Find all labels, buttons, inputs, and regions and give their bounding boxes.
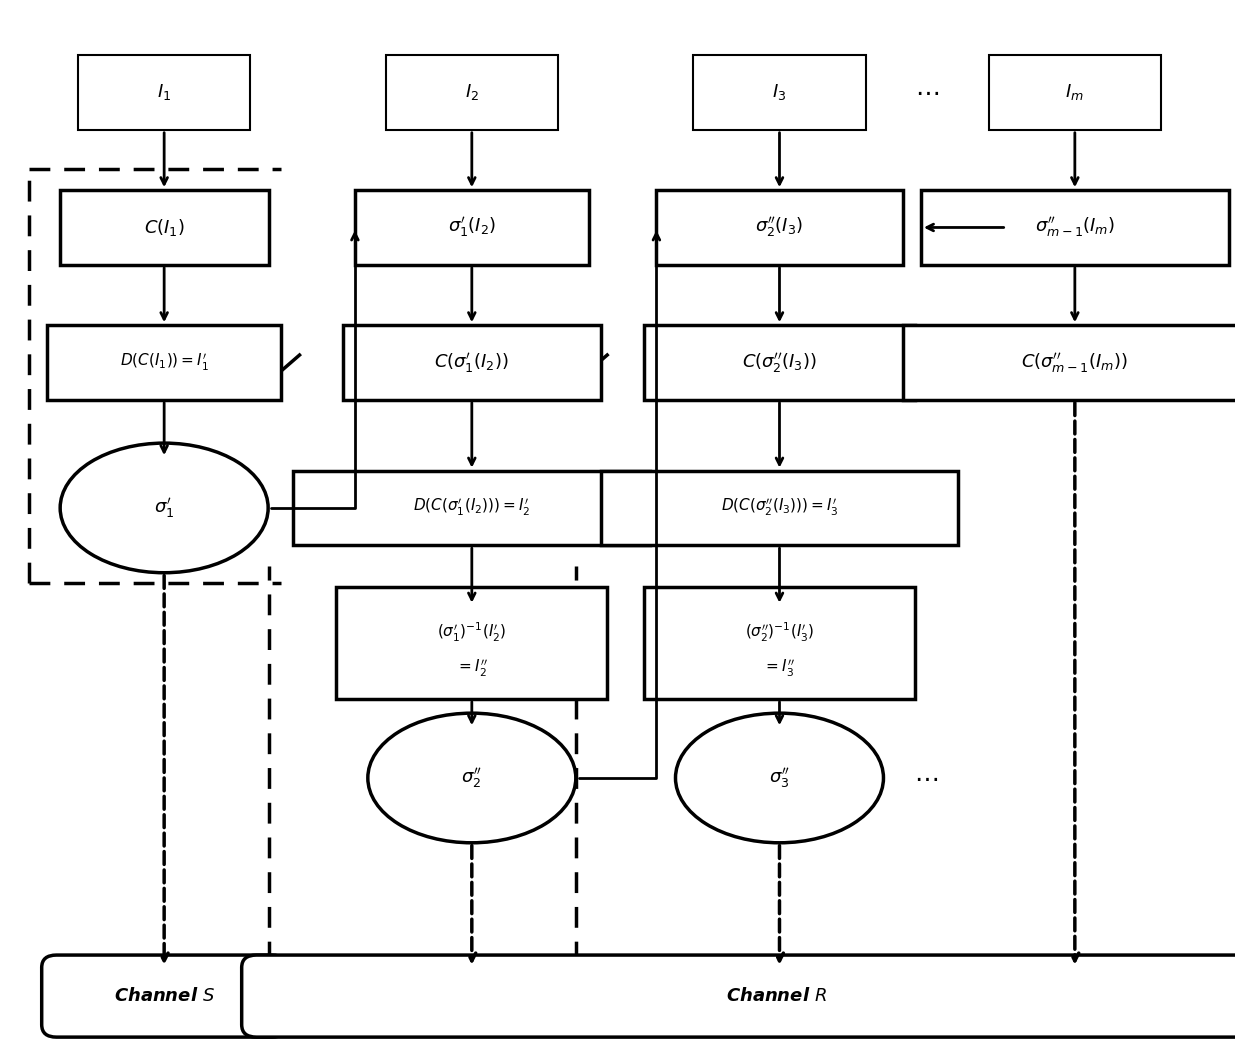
Bar bbox=[902, 326, 1239, 400]
FancyBboxPatch shape bbox=[42, 955, 286, 1038]
Bar bbox=[657, 191, 902, 265]
Text: $I_1$: $I_1$ bbox=[157, 83, 171, 103]
Text: $\cdots$: $\cdots$ bbox=[914, 766, 938, 790]
Bar bbox=[989, 55, 1161, 130]
Text: $(\sigma_1')^{-1}(I_2')$: $(\sigma_1')^{-1}(I_2')$ bbox=[437, 621, 507, 644]
Text: $I_2$: $I_2$ bbox=[465, 83, 478, 103]
Ellipse shape bbox=[368, 713, 576, 843]
Bar bbox=[78, 55, 250, 130]
Text: $= I_2''$: $= I_2''$ bbox=[456, 659, 488, 680]
Text: $C(\sigma_2''(I_3))$: $C(\sigma_2''(I_3))$ bbox=[742, 351, 817, 375]
Bar bbox=[694, 55, 866, 130]
Text: $I_m$: $I_m$ bbox=[1066, 83, 1084, 103]
Text: $\sigma_{m-1}''(I_m)$: $\sigma_{m-1}''(I_m)$ bbox=[1035, 216, 1115, 240]
Text: Channel $S$: Channel $S$ bbox=[114, 987, 214, 1005]
Text: $D(C(I_1)) = I_1'$: $D(C(I_1)) = I_1'$ bbox=[120, 352, 208, 373]
Bar bbox=[601, 470, 958, 545]
Text: $D(C(\sigma_2''(I_3))) = I_3'$: $D(C(\sigma_2''(I_3))) = I_3'$ bbox=[721, 497, 839, 518]
Text: $\sigma_1'$: $\sigma_1'$ bbox=[154, 496, 175, 520]
Text: $C(\sigma_1'(I_2))$: $C(\sigma_1'(I_2))$ bbox=[435, 351, 509, 375]
Text: $\sigma_1'(I_2)$: $\sigma_1'(I_2)$ bbox=[447, 216, 496, 240]
Text: $C(I_1)$: $C(I_1)$ bbox=[144, 217, 185, 238]
Bar bbox=[343, 326, 601, 400]
Bar bbox=[921, 191, 1229, 265]
Text: $\sigma_2''(I_3)$: $\sigma_2''(I_3)$ bbox=[756, 216, 804, 240]
Text: $C(\sigma_{m-1}''(I_m))$: $C(\sigma_{m-1}''(I_m))$ bbox=[1021, 351, 1129, 375]
Ellipse shape bbox=[675, 713, 883, 843]
Bar bbox=[47, 326, 281, 400]
Bar bbox=[337, 587, 607, 699]
Bar bbox=[644, 326, 914, 400]
Ellipse shape bbox=[61, 443, 268, 573]
Text: $\sigma_2''$: $\sigma_2''$ bbox=[461, 766, 482, 790]
Text: $D(C(\sigma_1'(I_2))) = I_2'$: $D(C(\sigma_1'(I_2))) = I_2'$ bbox=[413, 497, 530, 518]
Bar bbox=[59, 191, 269, 265]
Bar bbox=[385, 55, 558, 130]
Bar bbox=[294, 470, 650, 545]
Text: $(\sigma_2'')^{-1}(I_3')$: $(\sigma_2'')^{-1}(I_3')$ bbox=[745, 621, 814, 644]
Text: $I_3$: $I_3$ bbox=[772, 83, 787, 103]
Text: $\cdots$: $\cdots$ bbox=[916, 81, 939, 105]
Text: $= I_3''$: $= I_3''$ bbox=[763, 659, 795, 680]
Text: $\sigma_3''$: $\sigma_3''$ bbox=[769, 766, 790, 790]
Bar bbox=[644, 587, 914, 699]
FancyBboxPatch shape bbox=[242, 955, 1239, 1038]
Text: Channel $R$: Channel $R$ bbox=[726, 987, 826, 1005]
Bar bbox=[354, 191, 589, 265]
